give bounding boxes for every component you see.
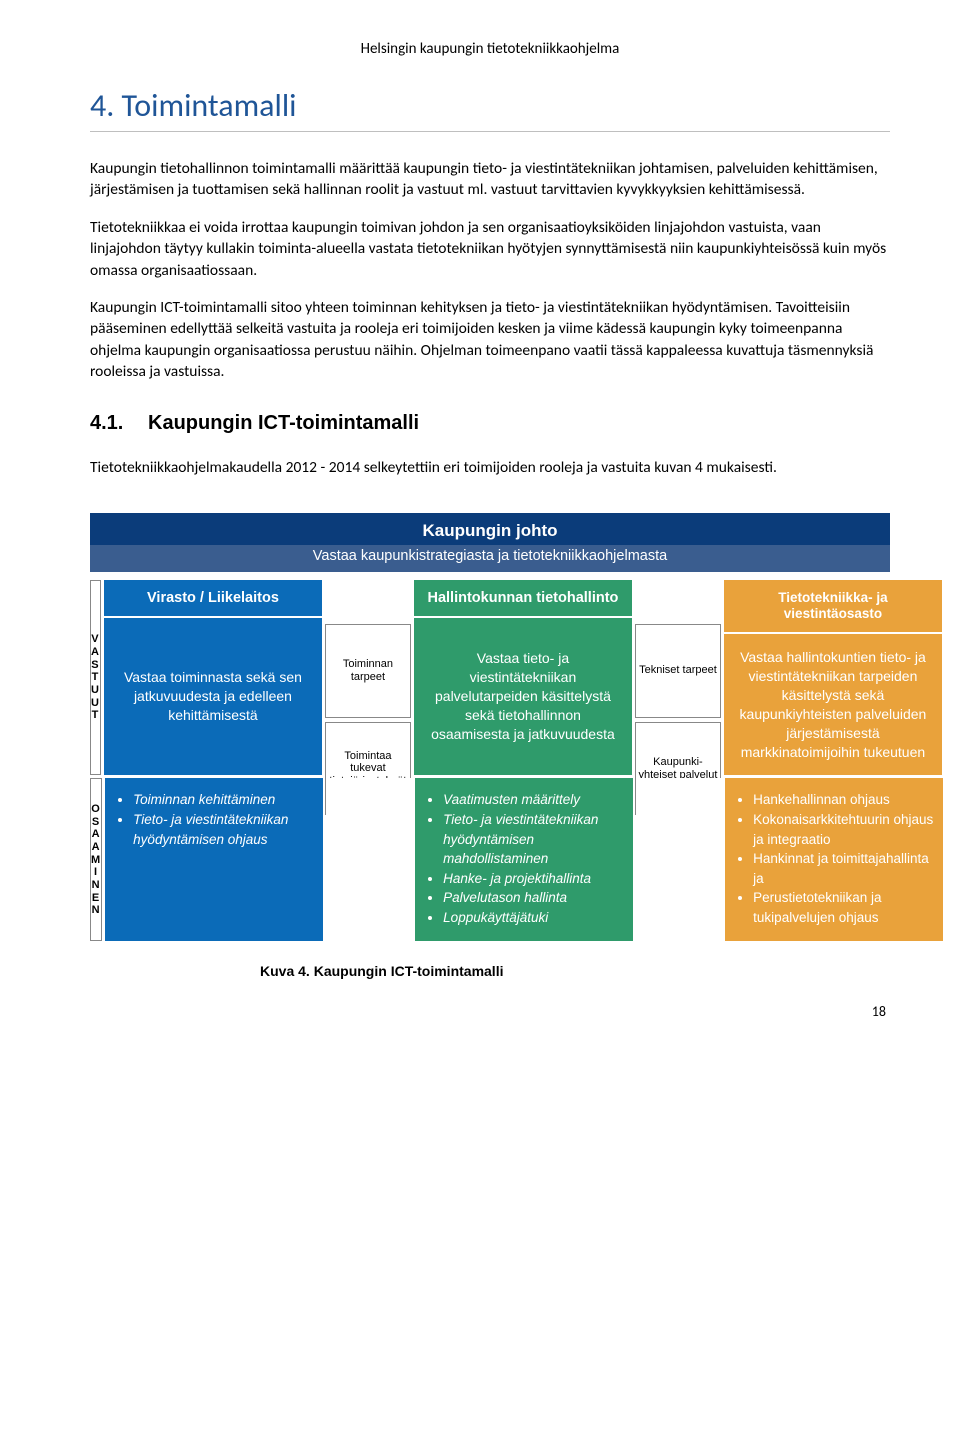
bullet-list: Toiminnan kehittäminenTieto- ja viestint… xyxy=(105,778,323,863)
column-tietohallinto: Hallintokunnan tietohallinto Vastaa tiet… xyxy=(414,580,632,776)
column-viestintaosasto-skills: Hankehallinnan ohjausKokonaisarkkitehtuu… xyxy=(725,778,943,941)
body-paragraph: Kaupungin tietohallinnon toimintamalli m… xyxy=(90,158,890,201)
diagram-top-title: Kaupungin johto xyxy=(90,513,890,545)
link-column-spacer xyxy=(636,778,722,941)
column-header: Tietotekniikka- ja viestintäosasto xyxy=(724,580,942,634)
subsection-number: 4.1. xyxy=(90,412,148,435)
bullet-item: Loppukäyttäjätuki xyxy=(443,908,625,928)
section-heading: 4. Toimintamalli xyxy=(90,86,890,125)
bullet-item: Hankehallinnan ohjaus xyxy=(753,790,935,810)
bullet-item: Hankinnat ja toimittajahallinta ja xyxy=(753,849,935,888)
link-column: Tekniset tarpeet Kaupunki-yhteiset palve… xyxy=(635,580,721,776)
bullet-list: Hankehallinnan ohjausKokonaisarkkitehtuu… xyxy=(725,778,943,941)
column-virasto-skills: Toiminnan kehittäminenTieto- ja viestint… xyxy=(105,778,323,941)
side-label-vastuut: VASTUUT xyxy=(90,580,101,776)
column-body: Vastaa toiminnasta sekä sen jatkuvuudest… xyxy=(104,618,322,776)
running-header: Helsingin kaupungin tietotekniikkaohjelm… xyxy=(90,40,890,58)
bullet-item: Kokonaisarkkitehtuurin ohjaus ja integra… xyxy=(753,810,935,849)
subsection-title: Kaupungin ICT-toimintamalli xyxy=(148,412,419,434)
body-paragraph: Tietotekniikkaohjelmakaudella 2012 - 201… xyxy=(90,457,890,478)
bullet-item: Palvelutason hallinta xyxy=(443,888,625,908)
column-body: Vastaa tieto- ja viestintätekniikan palv… xyxy=(414,618,632,776)
bullet-item: Perustietotekniikan ja tukipalvelujen oh… xyxy=(753,888,935,927)
diagram-top-subtitle: Vastaa kaupunkistrategiasta ja tietotekn… xyxy=(90,545,890,572)
link-box: Toiminnan tarpeet xyxy=(325,624,411,718)
figure-caption: Kuva 4. Kaupungin ICT-toimintamalli xyxy=(260,963,890,979)
bullet-item: Tieto- ja viestintätekniikan hyödyntämis… xyxy=(133,810,315,849)
column-header: Hallintokunnan tietohallinto xyxy=(414,580,632,618)
link-box: Tekniset tarpeet xyxy=(635,624,721,718)
heading-rule xyxy=(90,131,890,132)
column-body: Vastaa hallintokuntien tieto- ja viestin… xyxy=(724,634,942,775)
bullet-item: Tieto- ja viestintätekniikan hyödyntämis… xyxy=(443,810,625,869)
figure-title: Kaupungin ICT-toimintamalli xyxy=(314,963,504,979)
page-number: 18 xyxy=(90,1003,890,1020)
column-virasto: Virasto / Liikelaitos Vastaa toiminnasta… xyxy=(104,580,322,776)
bullet-item: Vaatimusten määrittely xyxy=(443,790,625,810)
body-paragraph: Kaupungin ICT-toimintamalli sitoo yhteen… xyxy=(90,297,890,383)
column-tietohallinto-skills: Vaatimusten määrittelyTieto- ja viestint… xyxy=(415,778,633,941)
link-column: Toiminnan tarpeet Toimintaa tukevat tiet… xyxy=(325,580,411,776)
subsection-heading: 4.1.Kaupungin ICT-toimintamalli xyxy=(90,412,890,435)
figure-label: Kuva 4. xyxy=(260,963,310,979)
bullet-list: Vaatimusten määrittelyTieto- ja viestint… xyxy=(415,778,633,941)
bullet-item: Hanke- ja projektihallinta xyxy=(443,869,625,889)
side-label-osaaminen: OSAAMINEN xyxy=(90,778,102,941)
body-paragraph: Tietotekniikkaa ei voida irrottaa kaupun… xyxy=(90,217,890,281)
bullet-item: Toiminnan kehittäminen xyxy=(133,790,315,810)
column-viestintaosasto: Tietotekniikka- ja viestintäosasto Vasta… xyxy=(724,580,942,776)
link-column-spacer xyxy=(326,778,412,941)
column-header: Virasto / Liikelaitos xyxy=(104,580,322,618)
diagram-top-band: Kaupungin johto Vastaa kaupunkistrategia… xyxy=(90,513,890,572)
ict-model-diagram: Kaupungin johto Vastaa kaupunkistrategia… xyxy=(90,513,890,942)
